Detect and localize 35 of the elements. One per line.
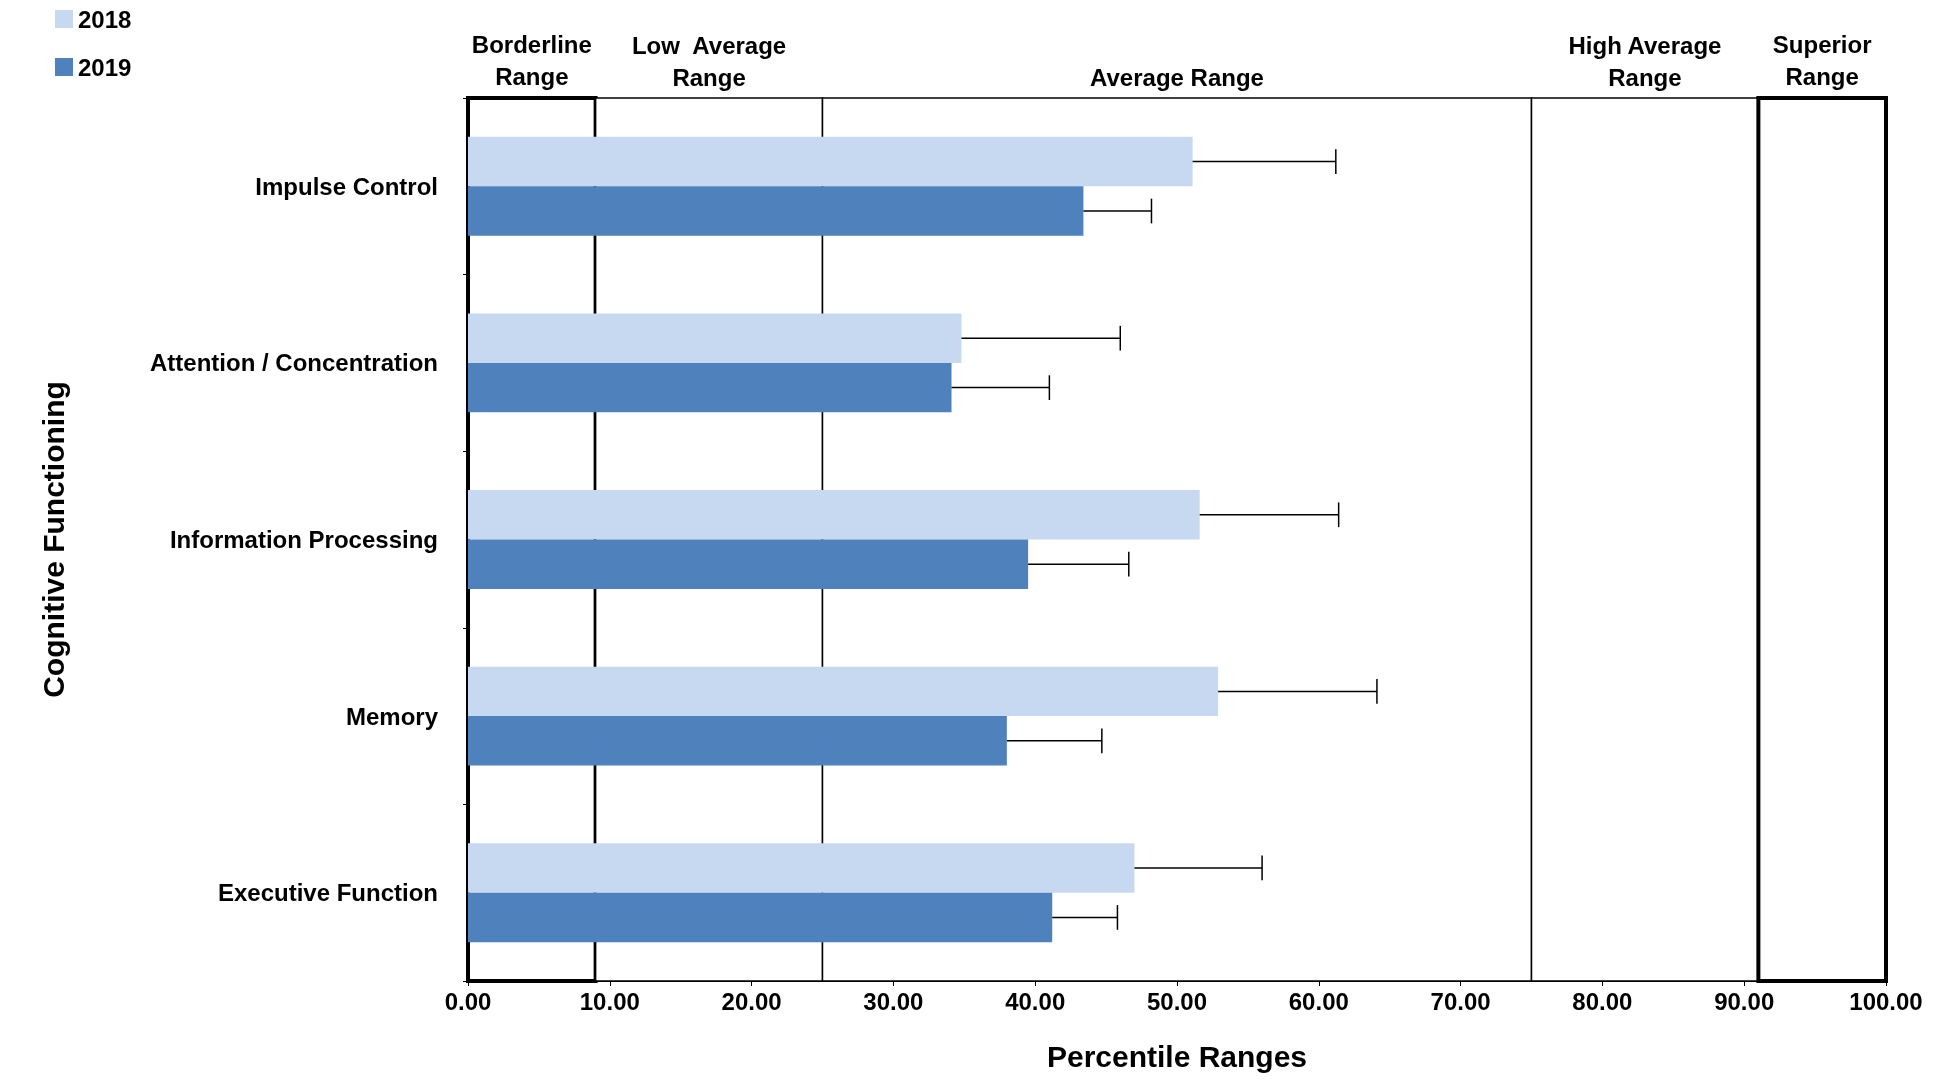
bar <box>468 539 1029 589</box>
bar <box>468 313 962 363</box>
bar <box>468 136 1193 187</box>
x-axis-title: Percentile Ranges <box>1046 1039 1308 1073</box>
y-tick-label: Memory <box>345 702 439 730</box>
bar <box>468 666 1219 717</box>
y-tick-label: Impulse Control <box>255 172 438 200</box>
band-label: High Average Range <box>1568 31 1722 91</box>
band-label: Superior Range <box>1772 30 1872 90</box>
x-tick-label: 10.00 <box>579 987 640 1015</box>
x-tick-label: 0.00 <box>444 987 492 1015</box>
x-tick-label: 70.00 <box>1430 987 1491 1015</box>
band-label: Borderline Range <box>471 30 592 90</box>
bar <box>468 362 952 413</box>
x-tick-label: 100.00 <box>1849 987 1923 1015</box>
x-tick-label: 50.00 <box>1146 987 1208 1015</box>
x-tick-label: 30.00 <box>863 987 924 1015</box>
band-label: Average Range <box>1090 63 1264 91</box>
y-tick-label: Attention / Concentration <box>150 349 438 377</box>
x-tick-label: 40.00 <box>1005 987 1066 1015</box>
band-label: Low Average Range <box>631 31 787 91</box>
y-tick-label: Executive Function <box>217 879 438 907</box>
legend-label: 2018 <box>78 5 132 33</box>
bar <box>468 490 1200 540</box>
bar <box>468 186 1084 236</box>
y-axis-title: Cognitive Functioning <box>36 381 70 698</box>
x-tick-label: 60.00 <box>1288 987 1349 1015</box>
bar <box>468 843 1135 893</box>
x-tick-label: 20.00 <box>721 987 782 1015</box>
bar <box>468 892 1053 943</box>
bar <box>468 716 1007 766</box>
x-tick-label: 80.00 <box>1572 987 1633 1015</box>
legend-label: 2019 <box>78 53 132 81</box>
y-tick-label: Information Processing <box>169 526 438 553</box>
x-tick-label: 90.00 <box>1714 987 1775 1015</box>
